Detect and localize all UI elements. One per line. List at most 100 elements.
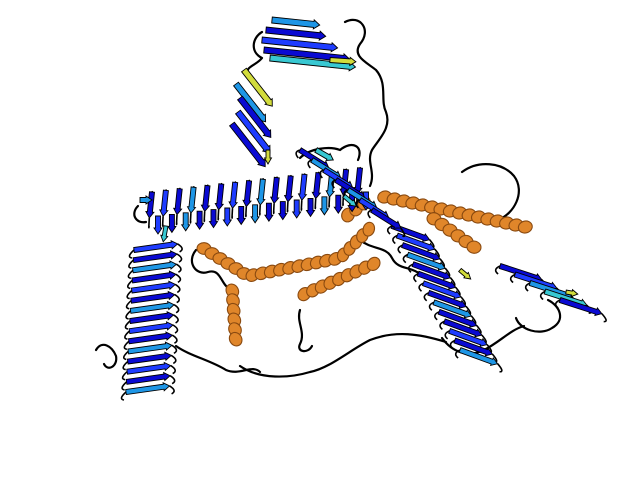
beta-strand bbox=[133, 240, 179, 254]
beta-strand bbox=[265, 26, 327, 41]
strand-loop bbox=[367, 209, 373, 219]
beta-strand bbox=[125, 371, 171, 385]
beta-strand bbox=[314, 147, 334, 162]
connector-loop bbox=[358, 238, 422, 276]
strand-loop bbox=[428, 301, 435, 311]
strand-loop bbox=[171, 334, 178, 344]
beta-strand bbox=[256, 178, 266, 206]
helix-right-long bbox=[377, 190, 533, 234]
strand-loop bbox=[397, 244, 403, 254]
beta-strand bbox=[240, 67, 273, 107]
beta-strand bbox=[129, 311, 175, 325]
beta-strand bbox=[159, 189, 169, 218]
beta-strand bbox=[180, 212, 191, 232]
strand-loop bbox=[454, 349, 461, 359]
strand-loop bbox=[418, 282, 424, 292]
beta-strand bbox=[145, 191, 155, 219]
beta-strand bbox=[222, 207, 233, 227]
beta-strand bbox=[160, 225, 169, 243]
left-bottom-loop bbox=[94, 343, 118, 369]
strand-loop bbox=[307, 159, 313, 169]
helix-turn bbox=[466, 240, 482, 254]
helix-left-vertical bbox=[225, 283, 243, 347]
left-loop-a bbox=[190, 248, 234, 292]
left-beta-solenoid bbox=[120, 240, 183, 401]
beta-strand bbox=[333, 194, 344, 215]
strand-loop bbox=[407, 263, 414, 273]
beta-strand bbox=[126, 361, 172, 375]
helix-center-curve-a bbox=[245, 252, 343, 282]
beta-strand bbox=[353, 167, 363, 195]
beta-strand bbox=[448, 328, 488, 347]
beta-strand bbox=[437, 308, 478, 328]
right-long-loop bbox=[460, 163, 520, 222]
helix-left-diagonal bbox=[196, 242, 252, 280]
strand-loop bbox=[120, 391, 127, 401]
strand-loop bbox=[127, 279, 133, 290]
beta-strand bbox=[242, 179, 253, 208]
strand-loop bbox=[127, 269, 134, 280]
strand-loop bbox=[123, 350, 129, 361]
helix-right-short bbox=[426, 212, 482, 254]
beta-strand bbox=[153, 215, 163, 235]
beta-strand bbox=[228, 181, 239, 210]
beta-strand bbox=[458, 267, 472, 280]
strand-loop bbox=[169, 385, 175, 395]
beta-strand bbox=[132, 250, 178, 264]
beta-strand bbox=[297, 173, 308, 202]
beta-strand bbox=[427, 289, 467, 309]
beta-strand bbox=[406, 251, 447, 271]
helix-lower-diagonal bbox=[297, 256, 381, 302]
beta-strand bbox=[130, 280, 177, 294]
beta-strand bbox=[271, 16, 321, 30]
beta-strand bbox=[128, 321, 174, 335]
alpha-helices bbox=[196, 190, 533, 347]
helix-turn bbox=[228, 331, 243, 347]
strand-loop bbox=[125, 300, 132, 310]
beta-strand bbox=[305, 197, 316, 218]
strand-loop bbox=[174, 283, 181, 294]
upper-left-loop bbox=[133, 204, 148, 224]
top-loop-left bbox=[246, 30, 264, 78]
beta-strand bbox=[186, 186, 197, 214]
strand-loop bbox=[539, 290, 546, 301]
beta-strand bbox=[228, 121, 266, 168]
strand-loop bbox=[128, 259, 134, 269]
beta-strand bbox=[264, 202, 274, 223]
beta-strand bbox=[558, 297, 603, 317]
strand-loop bbox=[126, 290, 133, 300]
strand-loop bbox=[331, 179, 337, 189]
beta-strand bbox=[131, 260, 178, 274]
strand-loop bbox=[177, 243, 183, 253]
beta-strand bbox=[421, 280, 462, 300]
helix-turn bbox=[517, 220, 533, 234]
strand-loop bbox=[171, 344, 178, 355]
beta-strand bbox=[172, 187, 183, 216]
beta-strand bbox=[130, 290, 176, 304]
beta-strand bbox=[214, 183, 225, 211]
beta-strand bbox=[269, 54, 357, 72]
center-hanging-loop bbox=[297, 308, 314, 353]
beta-strand bbox=[200, 184, 211, 213]
beta-strand bbox=[411, 261, 452, 281]
beta-strand bbox=[126, 351, 173, 365]
helix-turn bbox=[366, 256, 381, 272]
beta-strand bbox=[370, 207, 402, 229]
beta-strand bbox=[283, 175, 294, 203]
beta-strand bbox=[129, 300, 175, 314]
top-loop bbox=[343, 18, 389, 188]
beta-strand bbox=[458, 347, 499, 367]
beta-strand bbox=[261, 36, 339, 53]
beta-strand bbox=[250, 204, 260, 224]
right-beta-solenoid bbox=[386, 223, 503, 373]
strand-loop bbox=[173, 314, 179, 324]
strand-loop bbox=[121, 371, 128, 381]
beta-strand bbox=[291, 199, 302, 219]
coil-loops bbox=[94, 18, 562, 378]
beta-strand bbox=[131, 270, 177, 284]
strand-loop bbox=[172, 324, 179, 334]
beta-strand bbox=[269, 176, 280, 205]
solenoid-top-loop bbox=[298, 143, 361, 162]
strand-loop bbox=[128, 249, 135, 259]
